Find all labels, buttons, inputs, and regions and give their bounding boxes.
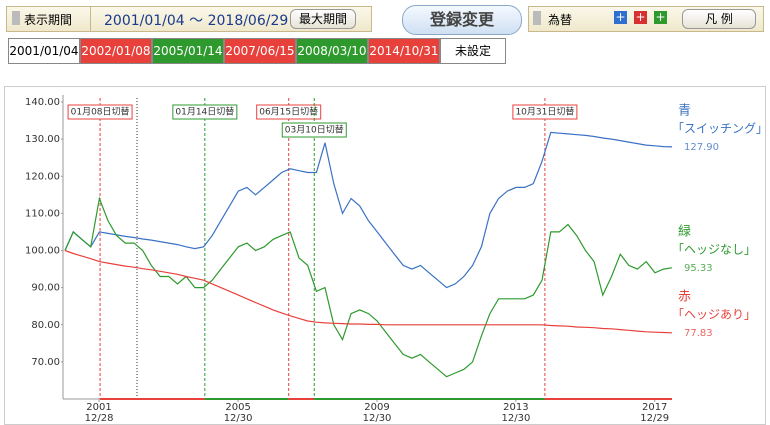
register-button[interactable]: 登録変更 <box>402 5 522 35</box>
fx-label: 為替 <box>548 13 573 27</box>
legend-name: 青 <box>678 103 691 118</box>
legend-button[interactable]: 凡 例 <box>682 9 756 29</box>
divider <box>90 7 91 31</box>
switch-label-box <box>281 122 347 138</box>
add-blue[interactable]: + <box>614 10 627 24</box>
switch-label: 01月08日切替 <box>71 106 130 118</box>
add-green[interactable]: + <box>654 10 667 24</box>
series-line <box>64 249 673 334</box>
y-tick-label: 130.00 <box>25 134 60 145</box>
switch-date-box: 2008/03/10 <box>296 38 368 64</box>
y-tick-label: 80.00 <box>31 320 60 331</box>
start-box: 2001/01/04 <box>8 38 80 64</box>
x-tick-label: 2009 <box>364 402 389 413</box>
switch-label: 06月15日切替 <box>259 106 318 118</box>
bar-icon <box>533 11 541 25</box>
x-tick-label: 2013 <box>503 402 528 413</box>
legend-value: 95.33 <box>684 263 713 274</box>
switch-label: 03月10日切替 <box>285 124 344 136</box>
bar-icon <box>12 11 20 25</box>
period-range: 2001/01/04 〜 2018/06/29 <box>104 13 289 29</box>
switch-label-box <box>256 104 322 120</box>
y-tick-label: 120.00 <box>25 171 60 182</box>
x-tick-label: 12/30 <box>224 413 253 424</box>
legend-label: 「ヘッジあり」 <box>672 307 756 321</box>
y-tick-label: 100.00 <box>25 246 60 257</box>
legend-name: 緑 <box>678 224 691 239</box>
legend-label: 「スイッチング」 <box>672 121 768 135</box>
x-tick-label: 12/30 <box>363 413 392 424</box>
series-line <box>64 196 673 378</box>
unset-box: 未設定 <box>440 38 506 64</box>
switch-label-box <box>67 104 133 120</box>
x-tick-label: 2001 <box>86 402 111 413</box>
switch-label-box <box>172 104 238 120</box>
series-line <box>64 131 673 289</box>
x-tick-label: 12/30 <box>501 413 530 424</box>
legend-label: 「ヘッジなし」 <box>672 242 756 256</box>
y-tick-label: 70.00 <box>31 357 60 368</box>
switch-date-box: 2014/10/31 <box>368 38 440 64</box>
add-red[interactable]: + <box>634 10 647 24</box>
x-tick-label: 12/28 <box>85 413 114 424</box>
legend-name: 赤 <box>678 289 691 304</box>
legend-value: 127.90 <box>684 142 719 153</box>
y-tick-label: 110.00 <box>25 208 60 219</box>
switch-label: 10月31日切替 <box>515 106 574 118</box>
x-tick-label: 12/29 <box>640 413 669 424</box>
y-tick-label: 90.00 <box>31 283 60 294</box>
legend-value: 77.83 <box>684 328 713 339</box>
switch-label-box <box>512 104 578 120</box>
switch-date-box: 2002/01/08 <box>80 38 152 64</box>
x-tick-label: 2005 <box>225 402 250 413</box>
switch-date-box: 2005/01/14 <box>152 38 224 64</box>
max-period-button[interactable]: 最大期間 <box>290 9 356 29</box>
x-tick-label: 2017 <box>642 402 667 413</box>
switch-date-box: 2007/06/15 <box>224 38 296 64</box>
period-label: 表示期間 <box>24 13 73 27</box>
y-tick-label: 140.00 <box>25 97 60 108</box>
switch-label: 01月14日切替 <box>175 106 234 118</box>
